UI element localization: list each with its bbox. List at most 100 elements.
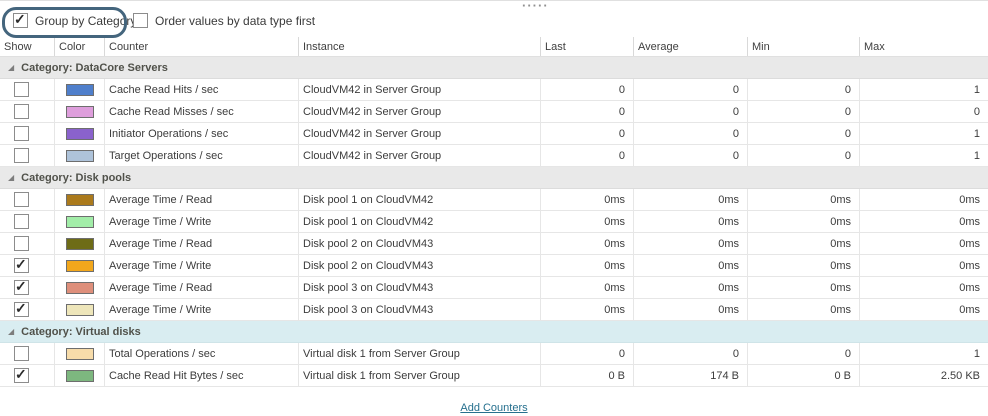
show-checkbox[interactable] (14, 366, 29, 383)
color-swatch[interactable] (65, 237, 94, 250)
average-value: 0ms (634, 211, 748, 232)
group-by-category-checkbox-box[interactable] (13, 11, 28, 28)
show-checkbox[interactable] (14, 192, 29, 207)
min-value: 0 (748, 79, 860, 100)
average-value: 0ms (634, 233, 748, 254)
show-checkbox[interactable] (14, 256, 29, 273)
category-group-row[interactable]: ◢ Category: DataCore Servers (0, 57, 988, 79)
max-value: 1 (973, 127, 980, 140)
color-swatch[interactable] (65, 281, 94, 294)
show-cell (0, 277, 55, 298)
grid-header: Show Color Counter Instance Last Average… (0, 37, 988, 57)
instance-name: Virtual disk 1 from Server Group (299, 365, 541, 386)
category-group-row[interactable]: ◢ Category: Disk pools (0, 167, 988, 189)
column-header-last[interactable]: Last (541, 37, 634, 56)
instance-name: CloudVM42 in Server Group (299, 101, 541, 122)
instance-name: Disk pool 3 on CloudVM43 (299, 277, 541, 298)
min-value: 0ms (748, 211, 860, 232)
add-counters-link[interactable]: Add Counters (460, 402, 528, 414)
group-by-category-label: Group by Category (35, 13, 137, 28)
average-value: 0 (634, 123, 748, 144)
max-value: 0ms (959, 259, 980, 272)
counter-table-body: ◢ Category: DataCore Servers Cache Read … (0, 57, 988, 387)
show-checkbox[interactable] (14, 236, 29, 251)
order-values-label: Order values by data type first (155, 13, 316, 28)
group-by-category-checkbox[interactable]: Group by Category (13, 11, 137, 28)
show-cell (0, 343, 55, 364)
drag-handle-icon[interactable]: ····· (522, 0, 549, 13)
color-swatch[interactable] (65, 127, 94, 140)
group-expanded-icon[interactable]: ◢ (8, 62, 15, 72)
counter-row: Total Operations / sec Virtual disk 1 fr… (0, 343, 988, 365)
column-header-instance[interactable]: Instance (299, 37, 541, 56)
column-header-counter[interactable]: Counter (105, 37, 299, 56)
color-swatch[interactable] (65, 193, 94, 206)
group-expanded-icon[interactable]: ◢ (8, 326, 15, 336)
max-value: 0ms (959, 303, 980, 316)
instance-name: Virtual disk 1 from Server Group (299, 343, 541, 364)
order-values-checkbox-box[interactable] (133, 13, 148, 28)
counter-row: Cache Read Hits / sec CloudVM42 in Serve… (0, 79, 988, 101)
column-header-average[interactable]: Average (634, 37, 748, 56)
show-checkbox[interactable] (14, 214, 29, 229)
average-value: 0ms (634, 189, 748, 210)
counter-name: Average Time / Read (105, 233, 299, 254)
show-checkbox[interactable] (14, 126, 29, 141)
min-value: 0 (748, 101, 860, 122)
max-value: 1 (973, 347, 980, 360)
toolbar: Group by Category Order values by data t… (0, 0, 988, 38)
instance-name: Disk pool 2 on CloudVM43 (299, 255, 541, 276)
color-swatch[interactable] (65, 105, 94, 118)
max-value: 2.50 KB (940, 369, 980, 382)
color-swatch[interactable] (65, 347, 94, 360)
show-checkbox[interactable] (14, 346, 29, 361)
average-value: 174 B (634, 365, 748, 386)
color-swatch[interactable] (65, 259, 94, 272)
counter-name: Average Time / Read (105, 277, 299, 298)
color-swatch[interactable] (65, 215, 94, 228)
column-header-show[interactable]: Show (0, 37, 55, 56)
show-checkbox[interactable] (14, 278, 29, 295)
show-checkbox[interactable] (14, 104, 29, 119)
counter-name: Initiator Operations / sec (105, 123, 299, 144)
order-values-checkbox[interactable]: Order values by data type first (133, 13, 315, 28)
color-swatch[interactable] (65, 149, 94, 162)
column-header-max[interactable]: Max (864, 40, 885, 53)
group-expanded-icon[interactable]: ◢ (8, 172, 15, 182)
counter-name: Cache Read Misses / sec (105, 101, 299, 122)
last-value: 0 (541, 145, 634, 166)
show-cell (0, 365, 55, 386)
color-swatch[interactable] (65, 303, 94, 316)
last-value: 0ms (541, 277, 634, 298)
show-checkbox[interactable] (14, 82, 29, 97)
category-group-row[interactable]: ◢ Category: Virtual disks (0, 321, 988, 343)
last-value: 0ms (541, 211, 634, 232)
category-group-label: Category: Disk pools (21, 171, 132, 184)
color-swatch[interactable] (65, 83, 94, 96)
column-header-color[interactable]: Color (55, 37, 105, 56)
counter-name: Average Time / Read (105, 189, 299, 210)
color-cell (55, 277, 105, 298)
show-cell (0, 233, 55, 254)
counter-name: Average Time / Write (105, 299, 299, 320)
color-swatch[interactable] (65, 369, 94, 382)
instance-name: CloudVM42 in Server Group (299, 123, 541, 144)
color-cell (55, 299, 105, 320)
max-value: 1 (973, 83, 980, 96)
show-checkbox[interactable] (14, 300, 29, 317)
min-value: 0ms (748, 299, 860, 320)
min-value: 0ms (748, 189, 860, 210)
color-cell (55, 101, 105, 122)
counter-row: Target Operations / sec CloudVM42 in Ser… (0, 145, 988, 167)
counter-row: Average Time / Read Disk pool 1 on Cloud… (0, 189, 988, 211)
column-header-min[interactable]: Min (748, 37, 860, 56)
max-value: 0ms (959, 237, 980, 250)
counter-row: Average Time / Read Disk pool 2 on Cloud… (0, 233, 988, 255)
average-value: 0 (634, 343, 748, 364)
category-group-label: Category: DataCore Servers (21, 61, 168, 74)
instance-name: Disk pool 1 on CloudVM42 (299, 211, 541, 232)
average-value: 0 (634, 79, 748, 100)
color-cell (55, 343, 105, 364)
show-checkbox[interactable] (14, 148, 29, 163)
average-value: 0ms (634, 277, 748, 298)
